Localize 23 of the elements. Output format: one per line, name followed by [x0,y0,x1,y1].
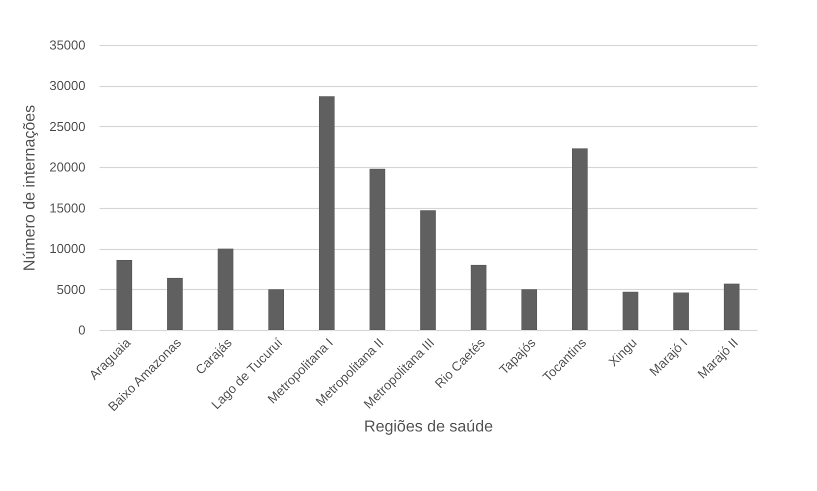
bar [470,264,486,330]
bar [167,278,183,330]
bar [724,284,740,330]
bar [521,289,538,330]
bar [420,210,436,330]
y-tick-label: 15000 [49,200,86,216]
bar [673,292,689,330]
y-tick-label: 10000 [49,241,86,256]
bar [622,292,638,330]
bar [218,248,234,330]
bar [116,260,132,330]
bar [268,289,284,330]
bar [572,148,588,330]
bar [370,168,386,330]
y-tick-label: 0 [78,322,86,338]
x-axis-title: Regiões de saúde [364,418,494,436]
y-axis-title: Número de internações [21,104,38,272]
y-tick-label: 5000 [56,282,86,297]
y-tick-label: 25000 [49,118,86,134]
y-tick-label: 35000 [49,38,86,52]
y-tick-label: 20000 [49,160,86,175]
y-tick-label: 30000 [49,78,86,94]
bar [318,96,335,330]
